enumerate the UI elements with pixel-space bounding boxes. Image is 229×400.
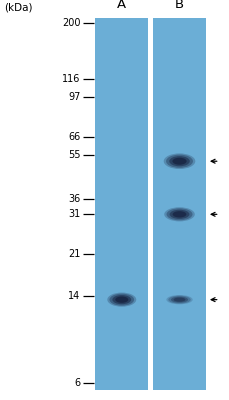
Ellipse shape [165, 154, 192, 168]
Ellipse shape [107, 292, 136, 307]
Text: 21: 21 [68, 249, 80, 259]
Ellipse shape [164, 207, 194, 221]
Ellipse shape [112, 295, 131, 304]
Text: A: A [117, 0, 126, 11]
Text: 66: 66 [68, 132, 80, 142]
Ellipse shape [166, 208, 192, 220]
Ellipse shape [169, 210, 189, 219]
Ellipse shape [170, 297, 187, 303]
Ellipse shape [173, 298, 185, 302]
Ellipse shape [168, 296, 190, 304]
Text: 116: 116 [62, 74, 80, 84]
Ellipse shape [109, 294, 134, 306]
Text: 200: 200 [62, 18, 80, 28]
Text: 6: 6 [74, 378, 80, 388]
Bar [147, 18, 153, 390]
Text: (kDa): (kDa) [5, 2, 33, 12]
Ellipse shape [115, 296, 128, 303]
Ellipse shape [172, 211, 185, 218]
Ellipse shape [169, 156, 189, 166]
Bar [153, 18, 205, 390]
Text: B: B [174, 0, 183, 11]
Text: 97: 97 [68, 92, 80, 102]
Ellipse shape [172, 158, 186, 165]
Text: 14: 14 [68, 291, 80, 301]
Text: 31: 31 [68, 209, 80, 219]
Ellipse shape [166, 295, 192, 304]
Bar [95, 18, 147, 390]
Text: 36: 36 [68, 194, 80, 204]
Ellipse shape [163, 154, 194, 169]
Text: 55: 55 [68, 150, 80, 160]
